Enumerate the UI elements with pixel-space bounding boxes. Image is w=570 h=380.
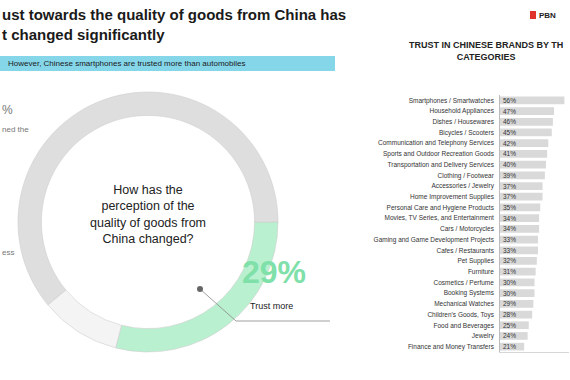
svg-text:Trust more: Trust more xyxy=(250,301,293,311)
svg-text:42%: 42% xyxy=(503,140,516,147)
svg-text:33%: 33% xyxy=(503,236,516,243)
svg-text:Jewelry: Jewelry xyxy=(472,332,495,340)
svg-text:37%: 37% xyxy=(503,193,516,200)
svg-text:34%: 34% xyxy=(503,225,516,232)
svg-text:Bicycles / Scooters: Bicycles / Scooters xyxy=(439,129,495,137)
svg-text:35%: 35% xyxy=(503,204,516,211)
svg-text:Sports and Outdoor Recreation: Sports and Outdoor Recreation Goods xyxy=(383,150,495,158)
svg-text:24%: 24% xyxy=(503,332,516,339)
svg-text:Communication and Telephony Se: Communication and Telephony Services xyxy=(378,139,495,147)
svg-text:Pet Supplies: Pet Supplies xyxy=(457,257,494,265)
svg-text:Gaming and Game Development Pr: Gaming and Game Development Projects xyxy=(374,236,495,244)
svg-text:45%: 45% xyxy=(503,129,516,136)
svg-text:TRUST IN CHINESE BRANDS BY THC: TRUST IN CHINESE BRANDS BY THCATEGORIES xyxy=(409,40,563,62)
svg-text:However, Chinese smartphones a: However, Chinese smartphones are trusted… xyxy=(8,59,245,68)
svg-text:Clothing / Footwear: Clothing / Footwear xyxy=(438,172,495,180)
svg-text:ust towards the quality of goo: ust towards the quality of goods from Ch… xyxy=(2,6,346,43)
svg-text:41%: 41% xyxy=(503,150,516,157)
svg-text:Finance and Money Transfers: Finance and Money Transfers xyxy=(408,343,495,351)
svg-text:37%: 37% xyxy=(503,183,516,190)
svg-text:ess: ess xyxy=(2,248,14,257)
svg-text:Household Appliances: Household Appliances xyxy=(430,107,495,115)
svg-text:Dishes / Housewares: Dishes / Housewares xyxy=(432,118,494,125)
svg-text:33%: 33% xyxy=(503,247,516,254)
svg-text:32%: 32% xyxy=(503,257,516,264)
svg-text:40%: 40% xyxy=(503,161,516,168)
svg-text:Cosmetics / Perfume: Cosmetics / Perfume xyxy=(434,279,495,286)
svg-text:30%: 30% xyxy=(503,290,516,297)
svg-text:Cars / Motorcycles: Cars / Motorcycles xyxy=(440,225,495,233)
svg-text:Movies, TV Series, and Enterta: Movies, TV Series, and Entertainment xyxy=(385,214,495,221)
svg-text:29%: 29% xyxy=(503,300,516,307)
svg-text:Cafes / Restaurants: Cafes / Restaurants xyxy=(436,247,494,254)
svg-text:Furniture: Furniture xyxy=(468,268,494,275)
svg-text:30%: 30% xyxy=(503,279,516,286)
svg-text:Food and Beverages: Food and Beverages xyxy=(434,322,495,330)
svg-text:Booking Systems: Booking Systems xyxy=(444,289,495,297)
svg-text:Home Improvement Supplies: Home Improvement Supplies xyxy=(410,193,495,201)
svg-text:Smartphones / Smartwatches: Smartphones / Smartwatches xyxy=(409,97,495,105)
svg-text:Transportation and Delivery Se: Transportation and Delivery Services xyxy=(388,161,495,169)
svg-text:39%: 39% xyxy=(503,172,516,179)
svg-text:Personal Care and Hygiene Prod: Personal Care and Hygiene Products xyxy=(387,204,495,212)
svg-text:28%: 28% xyxy=(503,311,516,318)
svg-text:How has theperception of thequ: How has theperception of thequality of g… xyxy=(90,183,206,246)
svg-text:25%: 25% xyxy=(503,322,516,329)
svg-text:31%: 31% xyxy=(503,268,516,275)
svg-text:21%: 21% xyxy=(503,343,516,350)
svg-text:46%: 46% xyxy=(503,118,516,125)
svg-text:Children's Goods, Toys: Children's Goods, Toys xyxy=(427,311,494,319)
svg-text:%: % xyxy=(2,103,13,117)
svg-text:29%: 29% xyxy=(242,254,306,290)
svg-text:Mechanical Watches: Mechanical Watches xyxy=(434,300,494,307)
svg-text:34%: 34% xyxy=(503,215,516,222)
svg-text:Accessories / Jewelry: Accessories / Jewelry xyxy=(431,182,494,190)
svg-text:PBN: PBN xyxy=(539,11,556,20)
svg-text:56%: 56% xyxy=(503,97,516,104)
svg-text:ned the: ned the xyxy=(2,125,29,134)
svg-text:47%: 47% xyxy=(503,108,516,115)
